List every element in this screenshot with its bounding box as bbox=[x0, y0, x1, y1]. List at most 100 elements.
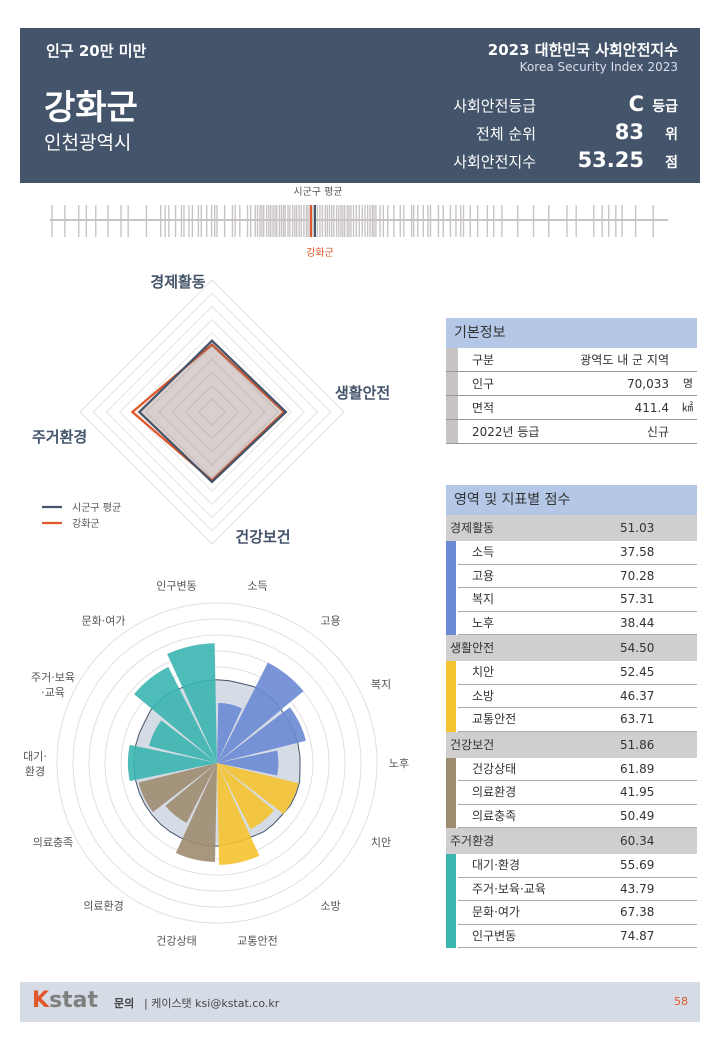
polar-bar bbox=[127, 744, 217, 782]
indicator-score: 52.45 bbox=[620, 665, 655, 679]
indicator-name: 고용 bbox=[472, 568, 495, 583]
indicator-name: 인구변동 bbox=[472, 928, 517, 943]
avg-label: 시군구 평균 bbox=[293, 186, 342, 198]
indicator-score: 70.28 bbox=[620, 568, 655, 583]
indicator-row: 건강상태 61.89 bbox=[458, 758, 697, 781]
indicator-group: 소득 37.58 고용 70.28 복지 57.31 노후 38.44 bbox=[446, 541, 697, 635]
contact-label: 문의 bbox=[114, 997, 135, 1010]
polar-bar bbox=[149, 720, 217, 763]
radar-grid-ring bbox=[92, 292, 332, 532]
indicator-score: 38.44 bbox=[620, 615, 655, 630]
row-marker bbox=[446, 372, 458, 395]
polar-bar bbox=[217, 763, 299, 815]
domain-score: 54.50 bbox=[620, 641, 655, 655]
row-marker bbox=[446, 348, 458, 371]
district-name: 강화군 bbox=[44, 88, 138, 128]
indicator-row: 의료환경 41.95 bbox=[458, 781, 697, 805]
radar-grid-ring bbox=[132, 332, 292, 492]
indicator-name: 문화·여가 bbox=[472, 905, 520, 919]
indicator-name: 교통안전 bbox=[472, 712, 517, 726]
indicator-score: 46.37 bbox=[620, 688, 655, 703]
indicator-row: 소득 37.58 bbox=[458, 541, 697, 565]
polar-bar bbox=[175, 763, 217, 863]
basic-info-row: 구분 광역도 내 군 지역 bbox=[446, 348, 697, 372]
polar-category-label: 소방 bbox=[320, 899, 340, 912]
domain-name: 경제활동 bbox=[450, 521, 495, 535]
indicator-row: 대기·환경 55.69 bbox=[458, 854, 697, 878]
indicator-score: 43.79 bbox=[620, 881, 655, 896]
label-line: 대기· bbox=[23, 750, 47, 763]
indicator-score: 50.49 bbox=[620, 808, 655, 823]
domain-row: 건강보건 51.86 bbox=[446, 731, 697, 758]
footer: Kstat 문의 | 케이스탯 ksi@kstat.co.kr 58 bbox=[20, 982, 700, 1022]
label-line: 주거·보육 bbox=[31, 671, 75, 684]
radar-grid-ring bbox=[171, 371, 253, 453]
row-key: 인구 bbox=[472, 377, 495, 391]
radar-grid-ring bbox=[145, 345, 279, 479]
region-name: 인천광역시 bbox=[44, 132, 132, 154]
label-line: 복지 bbox=[371, 678, 391, 691]
indicator-row: 교통안전 63.71 bbox=[458, 708, 697, 732]
contact-email[interactable]: | 케이스탯 ksi@kstat.co.kr bbox=[144, 997, 280, 1010]
header: 인구 20만 미만 강화군 인천광역시 2023 대한민국 사회안전지수 Kor… bbox=[20, 28, 700, 183]
row-marker bbox=[446, 420, 458, 443]
group-color-bar bbox=[446, 661, 456, 732]
radar-axis-label: 건강보건 bbox=[235, 528, 290, 546]
stat-rank: 전체 순위 83 위 bbox=[378, 120, 678, 144]
label-line: 환경 bbox=[25, 765, 45, 778]
polar-category-label: 교통안전 bbox=[237, 934, 277, 947]
indicator-row: 노후 38.44 bbox=[458, 612, 697, 635]
polar-category-label: 대기· 환경 bbox=[23, 750, 47, 778]
row-value: 70,033 bbox=[627, 377, 669, 391]
label-line: 고용 bbox=[320, 615, 340, 628]
indicator-score: 63.71 bbox=[620, 712, 655, 726]
indicator-group: 건강상태 61.89 의료환경 41.95 의료충족 50.49 bbox=[446, 757, 697, 828]
row-value: 411.4 bbox=[634, 401, 669, 415]
polar-bar bbox=[134, 666, 217, 763]
polar-category-label: 복지 bbox=[371, 678, 391, 691]
indicator-name: 노후 bbox=[472, 615, 495, 630]
stat-unit: 위 bbox=[665, 127, 678, 143]
polar-grid-ring bbox=[88, 634, 346, 892]
polar-category-label: 문화·여가 bbox=[82, 615, 126, 628]
indicator-row: 인구변동 74.87 bbox=[458, 925, 697, 948]
legend-label: 시군구 평균 bbox=[72, 502, 121, 514]
row-unit: 명 bbox=[682, 377, 693, 390]
stat-value: C bbox=[628, 92, 644, 116]
indicator-name: 치안 bbox=[472, 665, 495, 679]
indicator-name: 소방 bbox=[472, 688, 495, 703]
indicator-row: 문화·여가 67.38 bbox=[458, 901, 697, 925]
indicator-name: 대기·환경 bbox=[472, 858, 520, 872]
group-color-bar bbox=[446, 541, 456, 635]
indicator-row: 고용 70.28 bbox=[458, 565, 697, 588]
kstat-logo: Kstat bbox=[32, 988, 99, 1013]
polar-category-label: 의료환경 bbox=[83, 899, 123, 912]
domain-name: 건강보건 bbox=[450, 737, 495, 752]
indicator-score: 41.95 bbox=[620, 785, 655, 799]
indicator-row: 복지 57.31 bbox=[458, 588, 697, 612]
row-key: 구분 bbox=[472, 353, 495, 367]
indicator-score: 57.31 bbox=[620, 592, 655, 606]
polar-bar bbox=[217, 702, 242, 763]
polar-bar bbox=[167, 643, 217, 763]
radar-series-average bbox=[137, 339, 288, 484]
indicator-score: 74.87 bbox=[620, 928, 655, 943]
population-class: 인구 20만 미만 bbox=[46, 42, 147, 60]
indicator-group: 대기·환경 55.69 주거·보육·교육 43.79 문화·여가 67.38 인구변동 74.… bbox=[446, 854, 697, 948]
polar-category-label: 노후 bbox=[389, 757, 409, 770]
basic-info-table: 기본정보 구분 광역도 내 군 지역 인구 70,033 명 면적 411.4 ㎢ 2022년 … bbox=[446, 318, 697, 444]
polar-bar bbox=[217, 763, 260, 865]
label-line: 의료환경 bbox=[83, 899, 123, 912]
score-table: 영역 및 지표별 점수 경제활동 51.03 소득 37.58 고용 70.28 복지 57.… bbox=[446, 485, 697, 948]
polar-category-label: 주거·보육 ·교육 bbox=[31, 671, 75, 699]
stat-label: 사회안전등급 bbox=[453, 97, 536, 115]
stat-grade: 사회안전등급 C 등급 bbox=[378, 92, 678, 116]
radar-grid-ring bbox=[105, 305, 319, 519]
domain-score: 51.86 bbox=[620, 737, 655, 752]
self-label: 강화군 bbox=[306, 247, 334, 259]
polar-grid-ring bbox=[56, 602, 378, 924]
label-line: 인구변동 bbox=[156, 580, 196, 593]
indicator-score: 67.38 bbox=[620, 905, 655, 919]
stat-value: 83 bbox=[614, 120, 644, 144]
